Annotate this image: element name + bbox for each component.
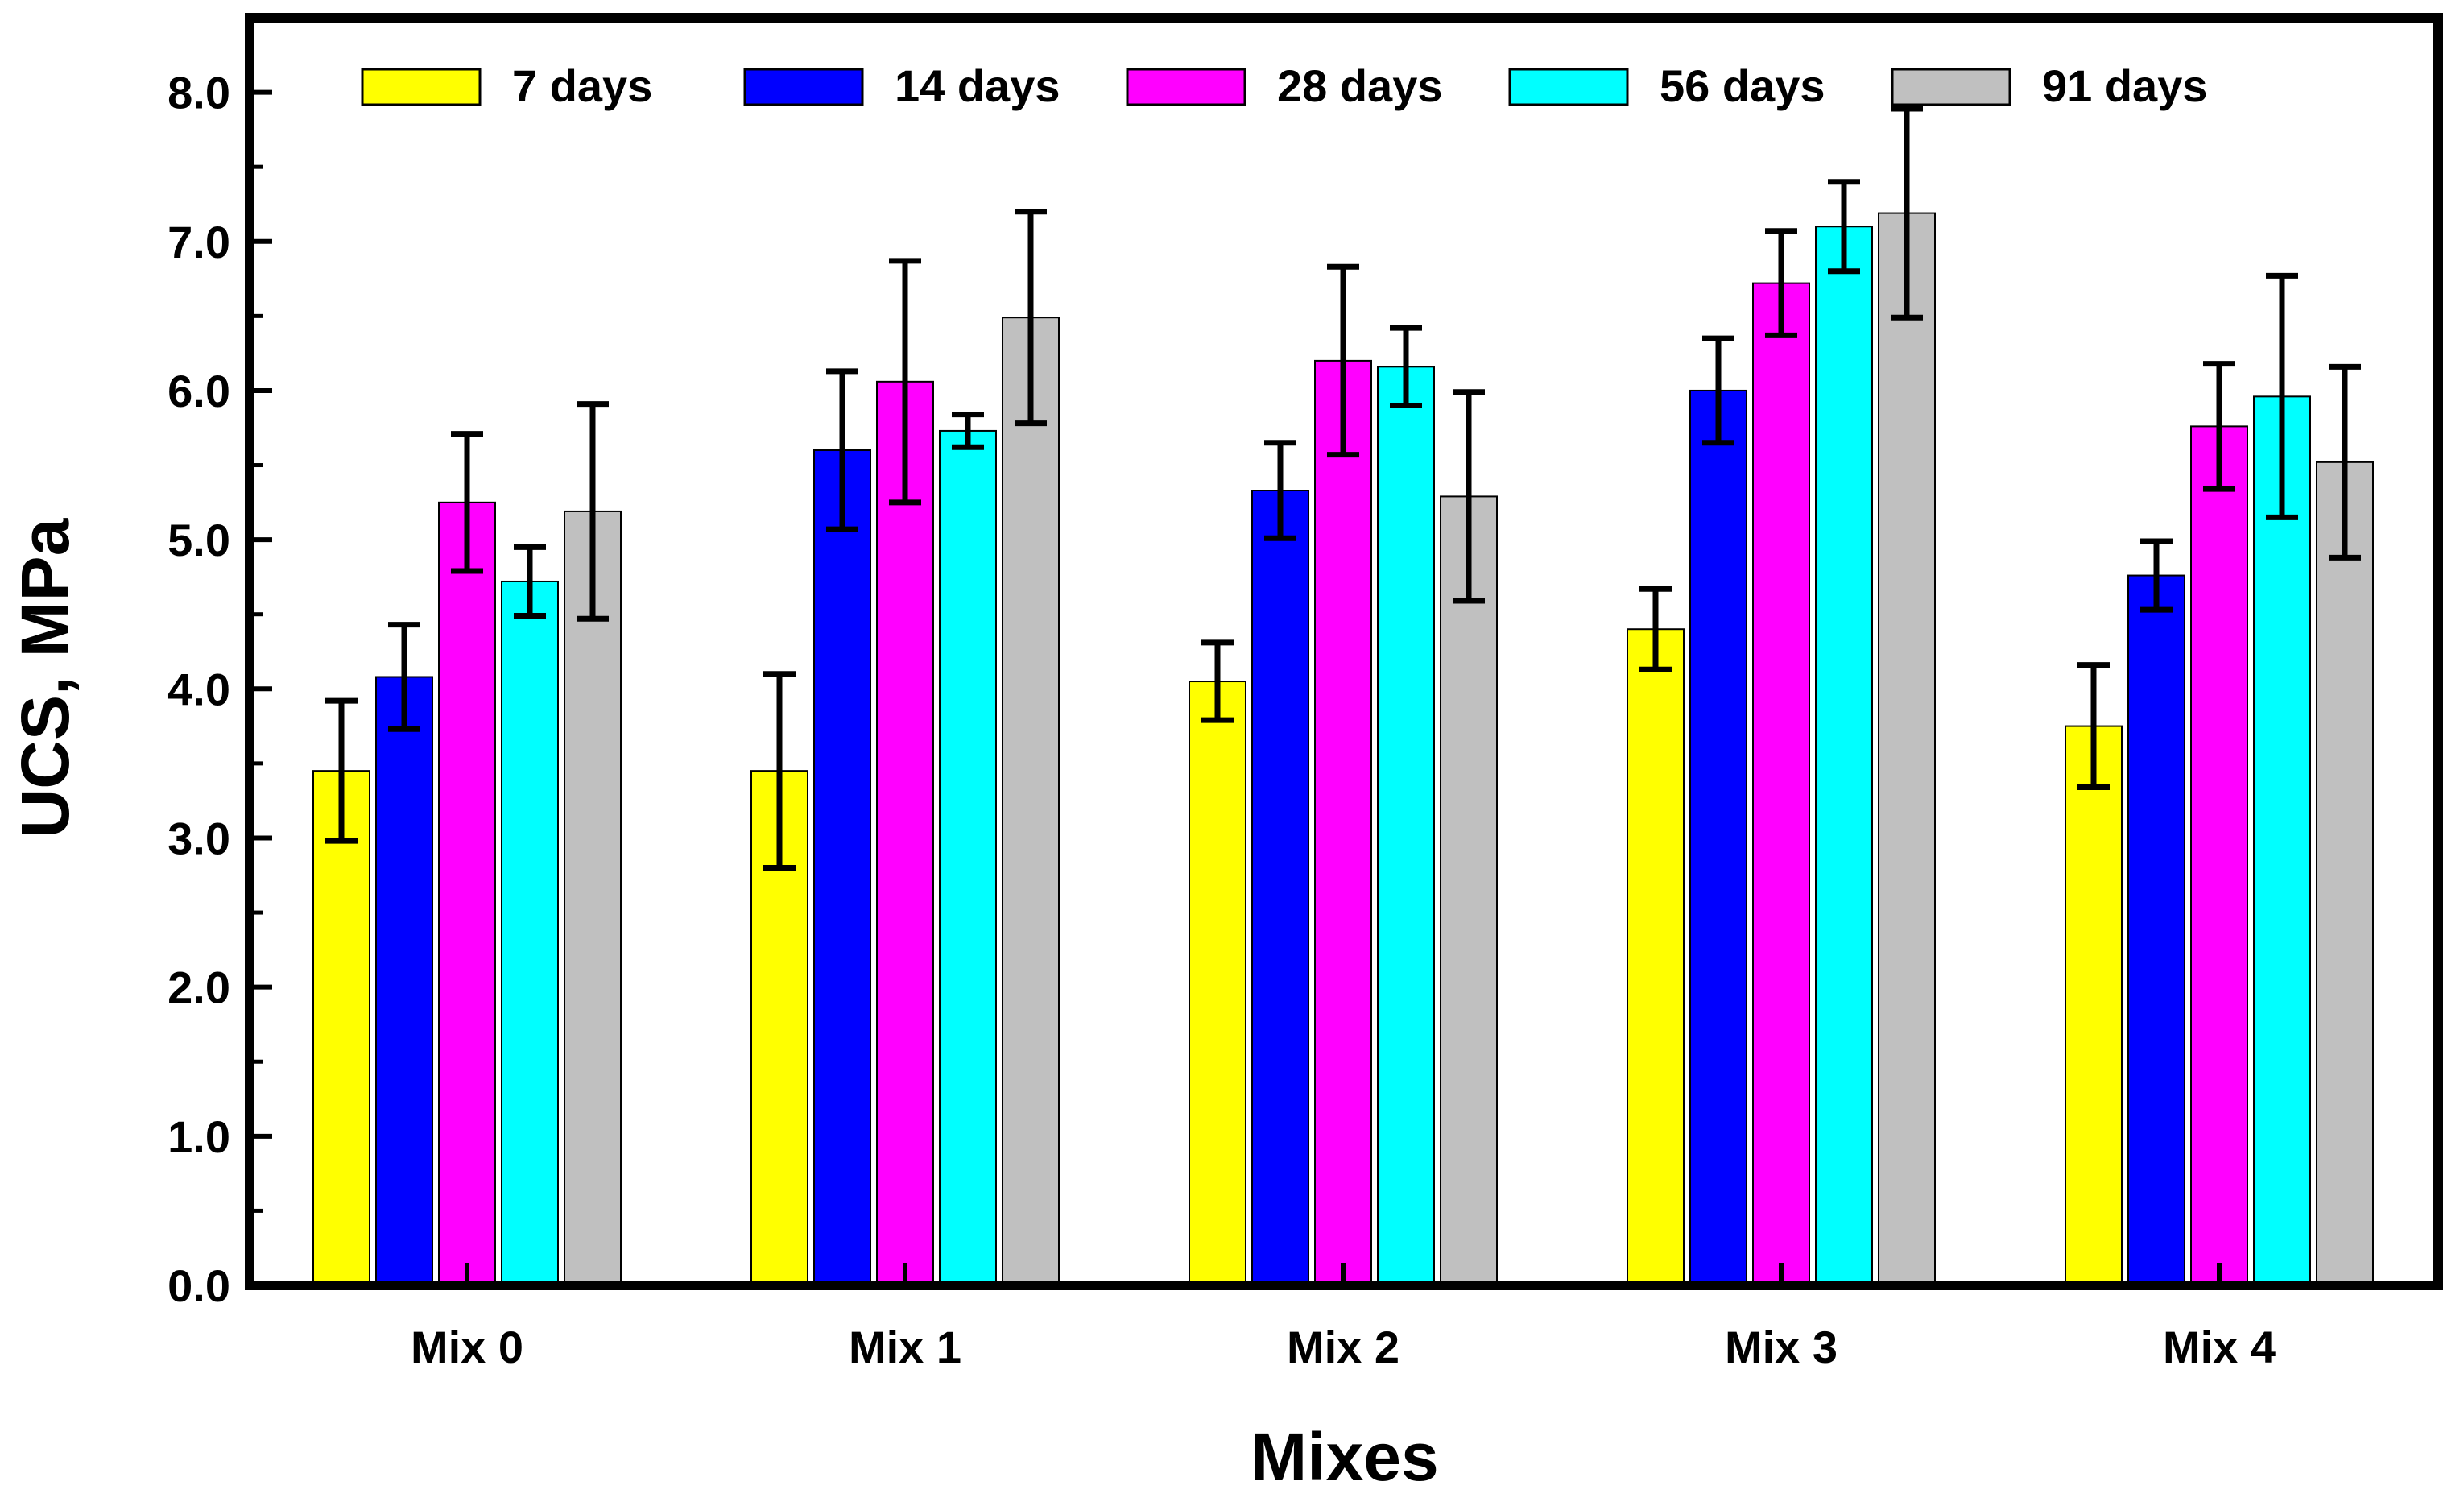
bar — [939, 429, 997, 1286]
legend-swatch — [1508, 68, 1629, 106]
legend-swatch — [361, 68, 482, 106]
bar — [1815, 226, 1873, 1286]
bar — [564, 510, 622, 1286]
y-axis-title: UCS, MPa — [7, 517, 83, 838]
y-tick-label: 3.0 — [167, 813, 230, 863]
bar — [1377, 366, 1435, 1286]
x-axis-title: Mixes — [1251, 1419, 1438, 1495]
legend-label: 91 days — [2042, 60, 2208, 111]
y-tick-label: 8.0 — [167, 68, 230, 118]
bar — [312, 770, 370, 1286]
x-tick-label: Mix 1 — [849, 1322, 961, 1372]
legend: 7 days 14 days 28 days 56 days 91 days — [361, 60, 2208, 111]
bar — [876, 380, 934, 1287]
bar — [1878, 212, 1936, 1286]
legend-swatch — [1891, 68, 2011, 106]
legend-swatch — [743, 68, 864, 106]
x-tick-label: Mix 3 — [1725, 1322, 1838, 1372]
bar — [1627, 628, 1685, 1286]
error-bars-layer — [325, 106, 2361, 871]
y-tick-label: 1.0 — [167, 1111, 230, 1162]
y-tick-label: 0.0 — [167, 1260, 230, 1311]
bar — [375, 676, 433, 1286]
bar — [2316, 461, 2374, 1286]
y-tick-label: 6.0 — [167, 366, 230, 416]
bar — [1752, 282, 1810, 1286]
bar — [1440, 495, 1498, 1286]
x-tick-label: Mix 0 — [411, 1322, 523, 1372]
bar — [813, 449, 871, 1287]
bar — [1314, 359, 1372, 1286]
legend-swatch — [1126, 68, 1246, 106]
x-tick-label: Mix 4 — [2163, 1322, 2276, 1372]
bar — [2190, 425, 2248, 1286]
legend-label: 28 days — [1277, 60, 1443, 111]
y-tick-label: 4.0 — [167, 664, 230, 714]
legend-label: 56 days — [1660, 60, 1825, 111]
bars-layer — [312, 212, 2374, 1287]
bar — [1251, 490, 1309, 1286]
bar — [2253, 395, 2311, 1286]
bar — [1189, 681, 1246, 1286]
legend-label: 14 days — [895, 60, 1060, 111]
y-tick-label: 7.0 — [167, 217, 230, 267]
bar — [2065, 725, 2123, 1286]
y-tick-label: 5.0 — [167, 515, 230, 565]
bar — [1002, 317, 1060, 1286]
y-tick-label: 2.0 — [167, 962, 230, 1013]
x-axis: Mix 0 Mix 1 Mix 2 Mix 3 Mix 4 — [411, 1263, 2276, 1372]
bar — [1689, 389, 1747, 1286]
y-axis: 0.0 1.0 2.0 3.0 4.0 5.0 6.0 7.0 8.0 — [167, 68, 272, 1311]
bar — [501, 580, 559, 1286]
legend-label: 7 days — [512, 60, 652, 111]
bar — [2127, 574, 2185, 1286]
x-tick-label: Mix 2 — [1287, 1322, 1399, 1372]
bar — [438, 501, 496, 1286]
